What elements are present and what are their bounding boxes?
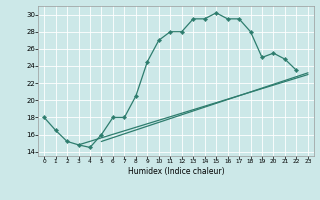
X-axis label: Humidex (Indice chaleur): Humidex (Indice chaleur) [128, 167, 224, 176]
